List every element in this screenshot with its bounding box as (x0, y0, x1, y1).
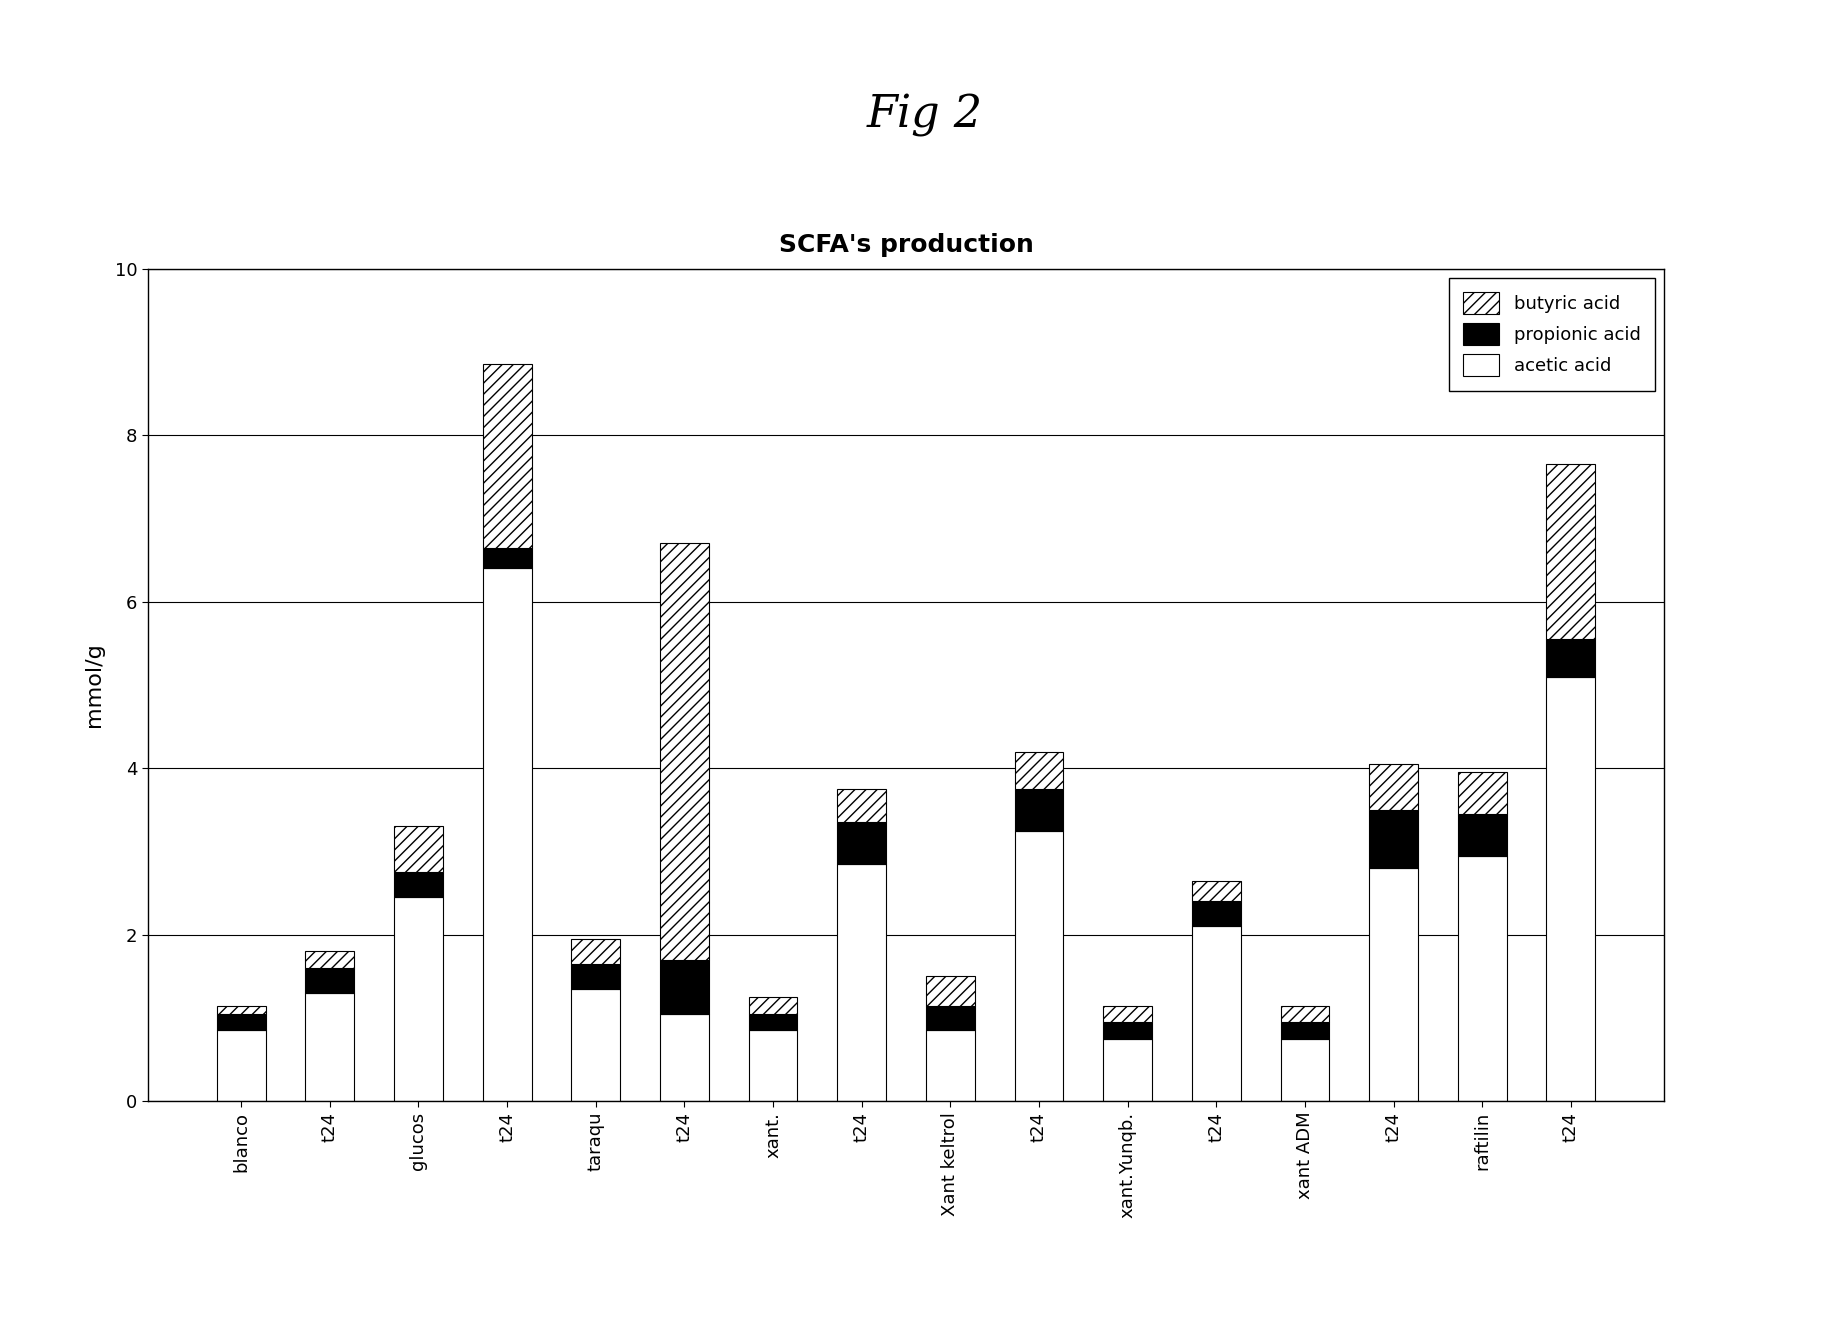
Bar (216, 1030, 266, 1101)
Bar (926, 976, 974, 1006)
Bar (1368, 810, 1417, 868)
Bar (660, 544, 708, 960)
Bar (748, 1030, 796, 1101)
Bar (216, 1006, 266, 1014)
Bar (216, 1014, 266, 1030)
Bar (1015, 788, 1063, 830)
Legend: butyric acid, propionic acid, acetic acid: butyric acid, propionic acid, acetic aci… (1449, 278, 1654, 391)
Bar (482, 548, 530, 568)
Title: SCFA's production: SCFA's production (778, 232, 1033, 257)
Bar (482, 364, 530, 548)
Bar (394, 826, 444, 873)
Bar (1281, 1022, 1329, 1039)
Bar (1192, 927, 1240, 1101)
Bar (1456, 772, 1506, 814)
Bar (1545, 465, 1595, 639)
Bar (1368, 868, 1417, 1101)
Bar (748, 997, 796, 1014)
Bar (571, 988, 619, 1101)
Bar (394, 873, 444, 897)
Bar (1015, 830, 1063, 1101)
Bar (1456, 814, 1506, 855)
Bar (1103, 1022, 1151, 1039)
Bar (926, 1006, 974, 1030)
Bar (1192, 881, 1240, 901)
Bar (837, 864, 885, 1101)
Bar (1545, 677, 1595, 1101)
Bar (660, 1014, 708, 1101)
Bar (305, 951, 355, 968)
Bar (1368, 764, 1417, 810)
Bar (1103, 1039, 1151, 1101)
Bar (305, 992, 355, 1101)
Bar (1192, 901, 1240, 927)
Bar (571, 939, 619, 964)
Bar (1281, 1039, 1329, 1101)
Bar (1545, 639, 1595, 677)
Bar (482, 568, 530, 1101)
Bar (1281, 1006, 1329, 1022)
Bar (1456, 855, 1506, 1101)
Bar (394, 897, 444, 1101)
Bar (748, 1014, 796, 1030)
Bar (837, 788, 885, 822)
Bar (837, 822, 885, 864)
Bar (1103, 1006, 1151, 1022)
Y-axis label: mmol/g: mmol/g (83, 642, 103, 728)
Bar (660, 960, 708, 1014)
Bar (571, 964, 619, 988)
Bar (1015, 752, 1063, 788)
Text: Fig 2: Fig 2 (867, 94, 981, 137)
Bar (305, 968, 355, 992)
Bar (926, 1030, 974, 1101)
